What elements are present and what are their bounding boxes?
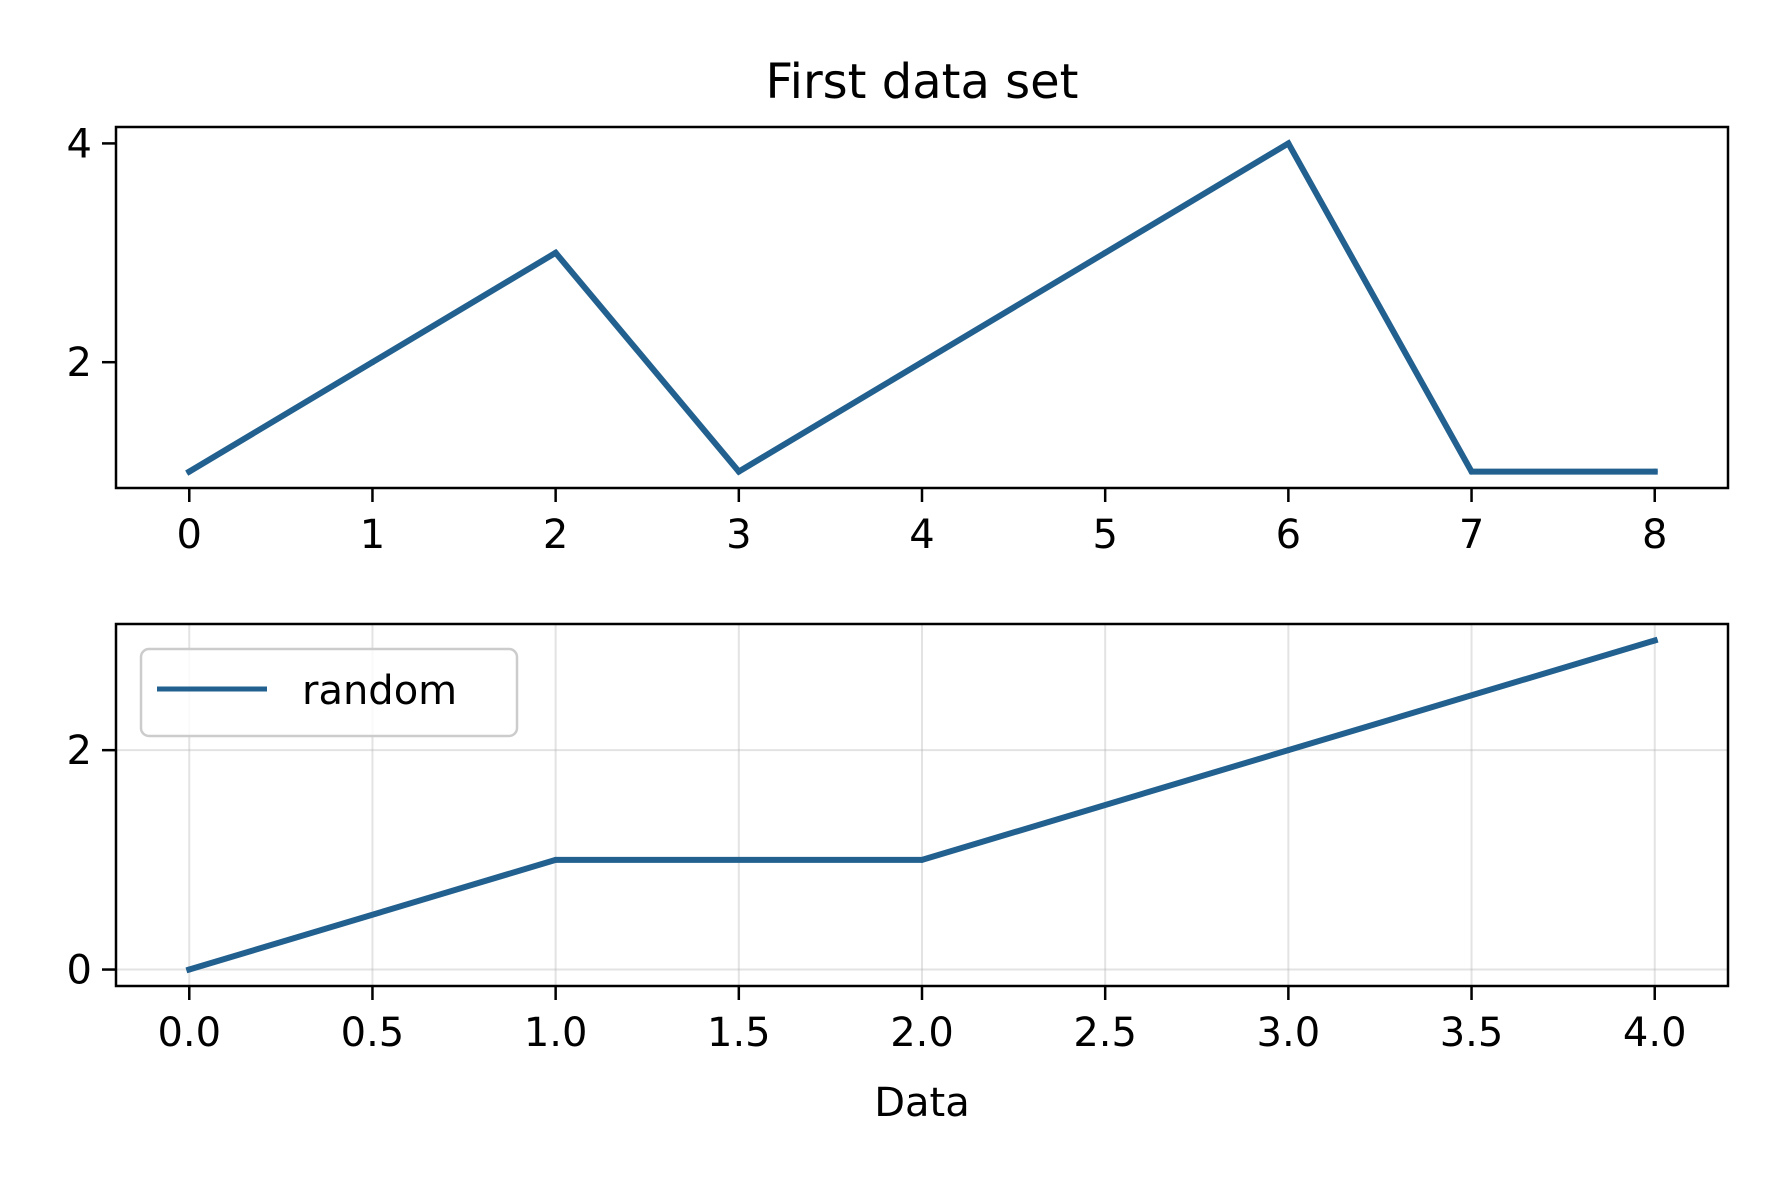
top-plot-area xyxy=(185,139,1658,476)
top-chart-title: First data set xyxy=(765,54,1078,110)
top-subplot: First data set 0 1 2 3 4 5 6 7 8 2 4 xyxy=(67,54,1730,558)
bottom-subplot: 0.0 0.5 1.0 1.5 2.0 2.5 3.0 3.5 4.0 0 2 random Dat… xyxy=(67,622,1730,1126)
top-data-point xyxy=(919,359,925,366)
bottom-x-tick-label: 3.0 xyxy=(1257,1010,1321,1056)
top-x-tick-label: 1 xyxy=(360,512,385,558)
top-axis-ticks: 0 1 2 3 4 5 6 7 8 2 4 xyxy=(67,121,1668,558)
top-x-tick-label: 5 xyxy=(1092,512,1117,558)
bottom-x-tick-label: 1.0 xyxy=(524,1010,588,1056)
bottom-legend: random xyxy=(139,647,519,738)
bottom-x-tick-label: 4.0 xyxy=(1623,1010,1687,1056)
top-x-tick-label: 2 xyxy=(543,512,568,558)
top-x-tick-label: 3 xyxy=(726,512,751,558)
legend-box xyxy=(139,647,519,738)
top-y-tick-label: 2 xyxy=(67,340,92,386)
bottom-axis-ticks: 0.0 0.5 1.0 1.5 2.0 2.5 3.0 3.5 4.0 0 2 xyxy=(67,728,1687,1056)
top-data-point xyxy=(552,249,559,256)
bottom-x-tick-label: 2.0 xyxy=(890,1010,954,1056)
top-x-tick-label: 4 xyxy=(909,512,934,558)
bottom-y-tick-label: 2 xyxy=(67,728,92,774)
top-data-point xyxy=(1468,468,1475,475)
top-x-tick-label: 0 xyxy=(177,512,202,558)
bottom-y-tick-label: 0 xyxy=(67,948,92,994)
bottom-x-tick-label: 3.5 xyxy=(1440,1010,1504,1056)
top-y-tick-label: 4 xyxy=(67,121,92,167)
top-data-point xyxy=(186,468,193,475)
top-x-tick-label: 8 xyxy=(1642,512,1667,558)
bottom-data-point xyxy=(552,856,559,863)
bottom-x-tick-label: 1.5 xyxy=(707,1010,771,1056)
bottom-data-point xyxy=(919,856,925,863)
top-data-point xyxy=(369,359,376,366)
bottom-data-point xyxy=(1285,747,1292,754)
legend-label-random: random xyxy=(302,668,457,714)
top-data-point xyxy=(1651,468,1658,475)
bottom-x-tick-label: 0.5 xyxy=(341,1010,405,1056)
bottom-plot-area xyxy=(185,636,1659,974)
top-data-point xyxy=(1285,140,1292,147)
bottom-axes-frame xyxy=(114,622,1730,988)
top-axes-frame xyxy=(114,125,1730,490)
top-x-tick-label: 7 xyxy=(1459,512,1484,558)
top-data-point xyxy=(735,468,742,475)
top-x-tick-label: 6 xyxy=(1276,512,1301,558)
bottom-x-tick-label: 0.0 xyxy=(157,1010,221,1056)
bottom-data-point xyxy=(186,966,193,973)
bottom-grid xyxy=(116,624,1728,986)
bottom-x-axis-label: Data xyxy=(874,1080,970,1126)
top-data-point xyxy=(1102,249,1109,256)
bottom-x-tick-label: 2.5 xyxy=(1073,1010,1137,1056)
bottom-data-point xyxy=(1651,637,1658,644)
